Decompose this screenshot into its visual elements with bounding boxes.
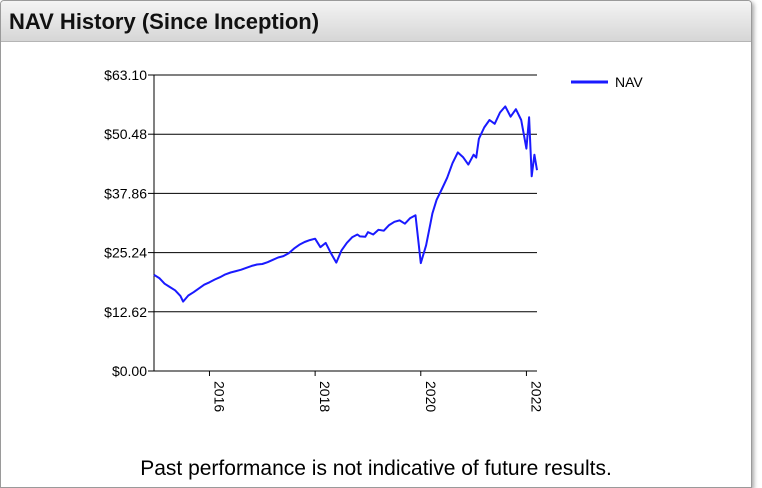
x-tick-label: 2020	[423, 381, 439, 412]
y-tick-label: $37.86	[104, 185, 147, 201]
x-tick-label: 2016	[211, 381, 227, 412]
nav-chart: $63.10 $50.48 $37.86 $25.24 $12.62 $0.00 2016 2…	[104, 67, 643, 412]
y-tick-label: $0.00	[112, 363, 147, 379]
y-tick-label: $25.24	[104, 245, 147, 261]
y-tick-label: $12.62	[104, 304, 147, 320]
x-tick-label: 2018	[317, 381, 333, 412]
y-tick-label: $63.10	[104, 67, 147, 83]
panel-title: NAV History (Since Inception)	[9, 9, 320, 34]
disclaimer-text: Past performance is not indicative of fu…	[140, 457, 612, 480]
nav-series-line	[153, 105, 538, 303]
y-tick-label: $50.48	[104, 126, 147, 142]
legend-label: NAV	[615, 74, 643, 90]
panel-header: NAV History (Since Inception)	[1, 1, 751, 42]
x-tick-label: 2022	[528, 381, 544, 412]
